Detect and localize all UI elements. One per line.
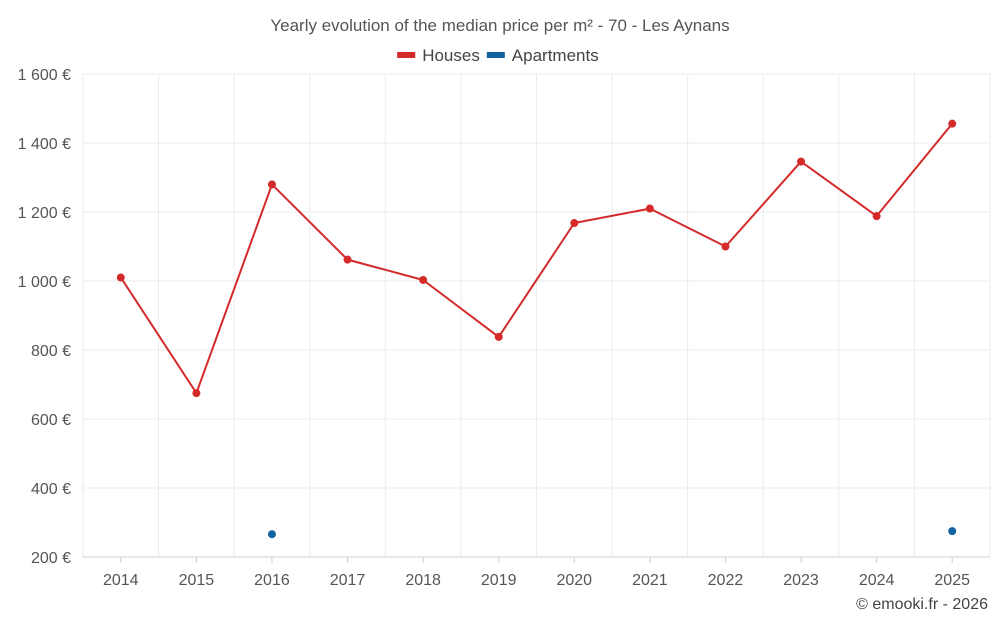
y-axis: 200 € 400 € 600 € 800 € 1 000 € 1 200 € 1 400 … <box>18 67 71 567</box>
houses-point <box>645 204 654 213</box>
apartments-point <box>267 530 276 539</box>
houses-point <box>343 255 352 264</box>
grid <box>82 73 991 557</box>
legend-swatch-apartments <box>486 52 505 58</box>
x-tick-label: 2015 <box>179 572 215 589</box>
y-tick-label: 400 € <box>31 481 71 498</box>
x-tick-label: 2022 <box>708 572 744 589</box>
houses-point <box>797 157 806 166</box>
x-tick-label: 2014 <box>103 572 139 589</box>
legend: Houses Apartments <box>397 46 599 65</box>
y-tick-label: 1 600 € <box>18 67 71 84</box>
x-tick-label: 2024 <box>859 572 895 589</box>
x-axis: 2014 2015 2016 2017 2018 2019 2020 2021 2022 2023… <box>83 556 990 589</box>
x-tick-label: 2018 <box>405 572 441 589</box>
y-tick-label: 800 € <box>31 343 71 360</box>
credit-text: © emooki.fr - 2026 <box>856 596 988 613</box>
x-tick-label: 2020 <box>556 572 592 589</box>
x-tick-label: 2025 <box>934 572 970 589</box>
houses-point <box>872 212 881 221</box>
houses-point <box>721 242 730 251</box>
y-tick-label: 600 € <box>31 412 71 429</box>
x-tick-label: 2021 <box>632 572 668 589</box>
houses-point <box>192 389 201 398</box>
legend-label-houses: Houses <box>422 46 480 65</box>
chart-title: Yearly evolution of the median price per… <box>270 16 729 35</box>
houses-point <box>570 219 579 228</box>
x-tick-label: 2023 <box>783 572 819 589</box>
y-tick-label: 200 € <box>31 550 71 567</box>
y-tick-label: 1 200 € <box>18 205 71 222</box>
houses-series-line <box>119 123 953 395</box>
legend-swatch-houses <box>397 52 416 58</box>
y-tick-label: 1 400 € <box>18 136 71 153</box>
houses-point <box>419 275 428 284</box>
x-tick-label: 2019 <box>481 572 517 589</box>
y-tick-label: 1 000 € <box>18 274 71 291</box>
houses-point <box>948 119 957 128</box>
houses-point <box>116 273 125 282</box>
houses-point <box>494 332 503 341</box>
apartments-point <box>948 527 957 536</box>
houses-point <box>267 180 276 189</box>
legend-label-apartments: Apartments <box>512 46 599 65</box>
series-layer <box>116 119 957 539</box>
x-tick-label: 2016 <box>254 572 290 589</box>
x-tick-label: 2017 <box>330 572 366 589</box>
